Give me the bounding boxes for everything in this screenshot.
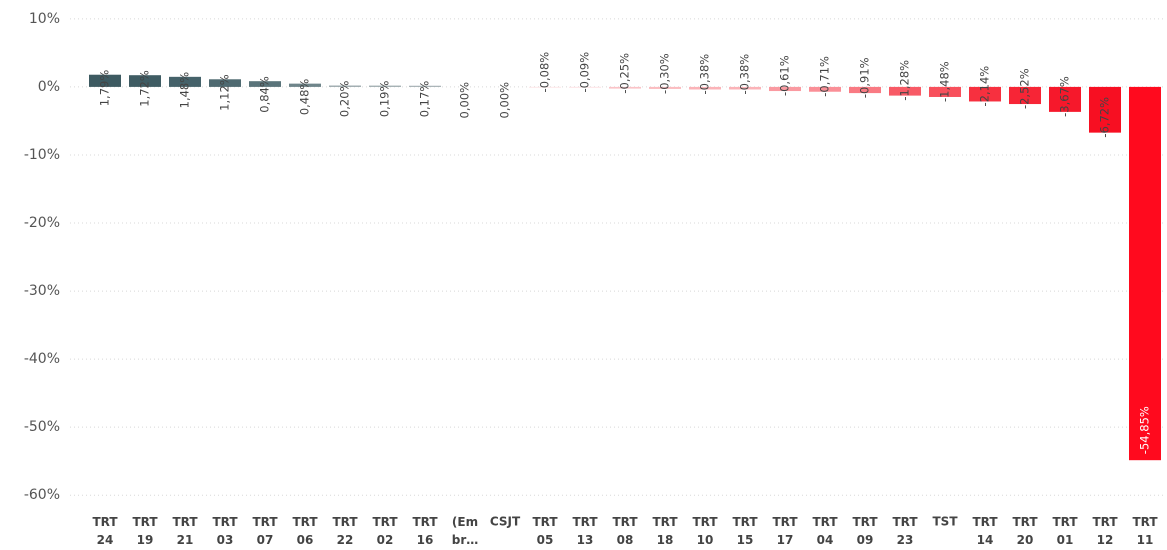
value-label: -3,67% (1058, 76, 1072, 117)
x-tick-label: (Em br… (452, 515, 479, 547)
x-tick-label: TRT 20 (1012, 515, 1038, 547)
value-label: -0,61% (778, 55, 792, 96)
x-tick-label: TRT 17 (772, 515, 798, 547)
x-tick-label: TST (932, 515, 958, 529)
y-tick-label: -30% (24, 283, 60, 299)
value-label: -54,85% (1138, 406, 1152, 454)
bar (369, 85, 401, 87)
bar (649, 86, 681, 89)
bar (409, 85, 441, 87)
bar (889, 86, 921, 96)
x-tick-label: TRT 14 (972, 515, 998, 547)
x-tick-label: TRT 05 (532, 515, 558, 547)
x-tick-label: TRT 09 (852, 515, 878, 547)
bar (169, 76, 201, 87)
x-tick-label: TRT 01 (1052, 515, 1078, 547)
x-tick-label: TRT 02 (372, 515, 398, 547)
value-label: -6,72% (1098, 97, 1112, 138)
value-label: -0,38% (738, 54, 752, 95)
bar (1049, 86, 1081, 112)
value-label: 0,20% (338, 80, 352, 117)
value-label: -2,52% (1018, 68, 1032, 109)
x-tick-label: TRT 21 (172, 515, 198, 547)
value-label: -0,25% (618, 53, 632, 94)
value-label: -1,28% (898, 60, 912, 101)
value-label: -0,30% (658, 53, 672, 94)
value-label: 0,00% (498, 82, 512, 119)
x-tick-label: CSJT (490, 515, 521, 529)
y-tick-label: -60% (24, 487, 60, 503)
value-label: 1,48% (178, 72, 192, 109)
bar (769, 86, 801, 92)
value-label: -0,08% (538, 52, 552, 93)
bar (729, 86, 761, 90)
value-label: -0,91% (858, 57, 872, 98)
x-tick-label: TRT 04 (812, 515, 838, 547)
bar (1129, 86, 1161, 461)
y-tick-label: -20% (24, 215, 60, 231)
bar (609, 86, 641, 89)
bar (569, 86, 601, 88)
bar (129, 75, 161, 87)
y-tick-label: -10% (24, 147, 60, 163)
bar (809, 86, 841, 92)
bar (289, 83, 321, 87)
bar (929, 86, 961, 97)
value-label: -0,38% (698, 54, 712, 95)
x-tick-label: TRT 18 (652, 515, 678, 547)
bar (89, 74, 121, 87)
value-label: -0,71% (818, 56, 832, 97)
value-label: 0,00% (458, 82, 472, 119)
x-tick-label: TRT 08 (612, 515, 638, 547)
x-tick-label: TRT 19 (132, 515, 158, 547)
y-tick-label: -50% (24, 419, 60, 435)
bar (209, 79, 241, 87)
x-tick-label: TRT 24 (92, 515, 118, 547)
x-tick-label: TRT 15 (732, 515, 758, 547)
value-label: -2,14% (978, 66, 992, 107)
bar (329, 85, 361, 87)
x-tick-label: TRT 03 (212, 515, 238, 547)
y-tick-label: 0% (38, 79, 60, 95)
y-tick-label: -40% (24, 351, 60, 367)
value-label: -0,09% (578, 52, 592, 93)
y-tick-label: 10% (29, 11, 60, 27)
x-tick-label: TRT 12 (1092, 515, 1118, 547)
bar (969, 86, 1001, 102)
value-label: 1,12% (218, 74, 232, 111)
bar (1009, 86, 1041, 105)
value-label: 0,48% (298, 79, 312, 116)
bar (249, 81, 281, 87)
bar (529, 86, 561, 88)
x-tick-label: TRT 07 (252, 515, 278, 547)
x-tick-label: TRT 11 (1132, 515, 1158, 547)
value-label: 0,19% (378, 81, 392, 118)
value-label: 1,79% (98, 70, 112, 107)
x-tick-label: TRT 23 (892, 515, 918, 547)
value-label: 0,17% (418, 81, 432, 118)
x-tick-label: TRT 10 (692, 515, 718, 547)
value-label: 0,84% (258, 76, 272, 113)
value-label: -1,48% (938, 61, 952, 102)
x-tick-label: TRT 06 (292, 515, 318, 547)
value-label: 1,72% (138, 70, 152, 107)
bar (689, 86, 721, 90)
x-tick-label: TRT 13 (572, 515, 598, 547)
bar (1089, 86, 1121, 133)
x-tick-label: TRT 22 (332, 515, 358, 547)
x-tick-label: TRT 16 (412, 515, 438, 547)
bar (849, 86, 881, 94)
